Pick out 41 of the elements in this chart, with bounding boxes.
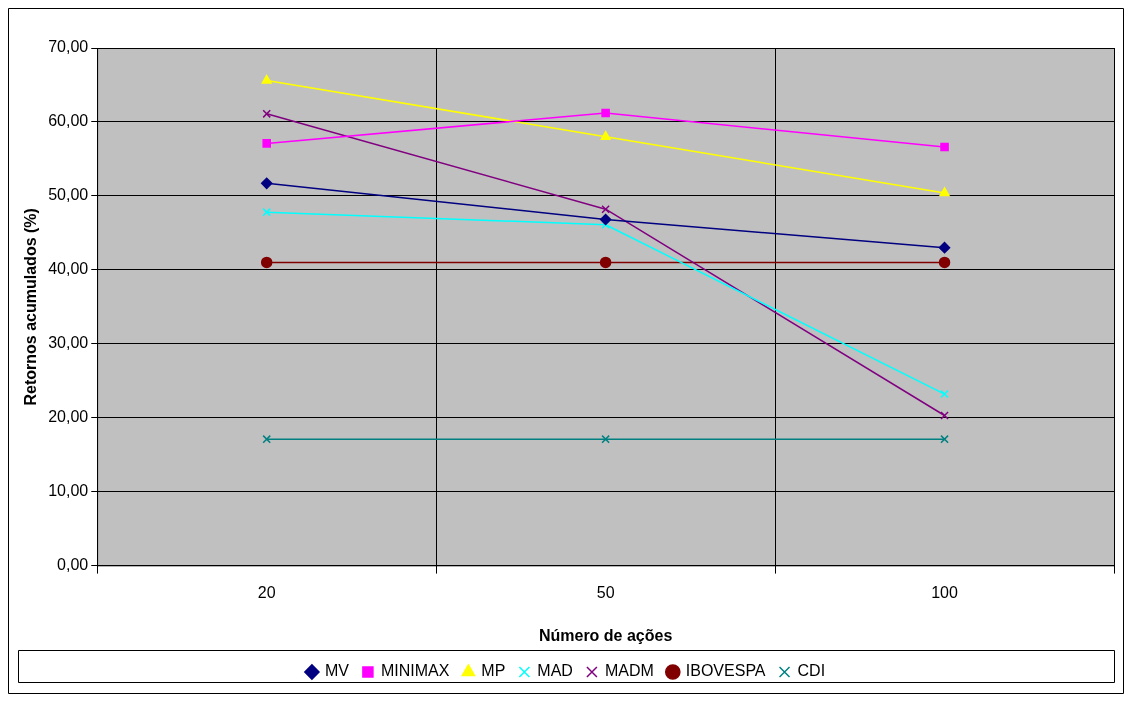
legend-label: MAD	[537, 662, 573, 680]
point	[939, 187, 950, 197]
point	[601, 220, 610, 230]
point	[940, 434, 949, 444]
point	[262, 109, 271, 119]
point	[261, 74, 272, 84]
y-tick-label: 70,00	[48, 38, 89, 56]
legend-label: MP	[481, 662, 506, 680]
point	[260, 177, 273, 190]
legend-label: MINIMAX	[380, 662, 450, 680]
point	[940, 411, 949, 420]
y-tick-label: 30,00	[48, 334, 89, 352]
y-tick-label: 50,00	[48, 186, 89, 204]
y-tick-label: 0,00	[57, 556, 89, 574]
y-tick-label: 60,00	[48, 112, 89, 130]
point	[600, 130, 611, 140]
point	[599, 213, 612, 226]
point	[601, 108, 610, 118]
point	[938, 256, 951, 269]
point	[262, 434, 271, 444]
point	[940, 389, 949, 399]
x-tick-label: 20	[257, 583, 276, 601]
point	[940, 142, 949, 152]
legend-label: CDI	[797, 662, 826, 680]
legend-label: MV	[324, 662, 350, 680]
legend-label: MADM	[604, 662, 654, 680]
y-axis-title: Retornos acumulados (%)	[22, 208, 40, 406]
point	[601, 434, 610, 444]
x-axis-title: Número de ações	[538, 626, 673, 644]
y-tick-label: 10,00	[48, 482, 89, 500]
point	[938, 241, 951, 254]
point	[601, 204, 610, 214]
x-tick-label: 50	[596, 583, 615, 601]
legend-label: IBOVESPA	[685, 662, 766, 680]
y-tick-label: 20,00	[48, 408, 89, 426]
y-tick-label: 40,00	[48, 260, 89, 278]
point	[262, 207, 271, 217]
point	[260, 256, 273, 269]
x-tick-label: 100	[931, 583, 958, 601]
point	[262, 139, 271, 148]
point	[599, 256, 612, 269]
